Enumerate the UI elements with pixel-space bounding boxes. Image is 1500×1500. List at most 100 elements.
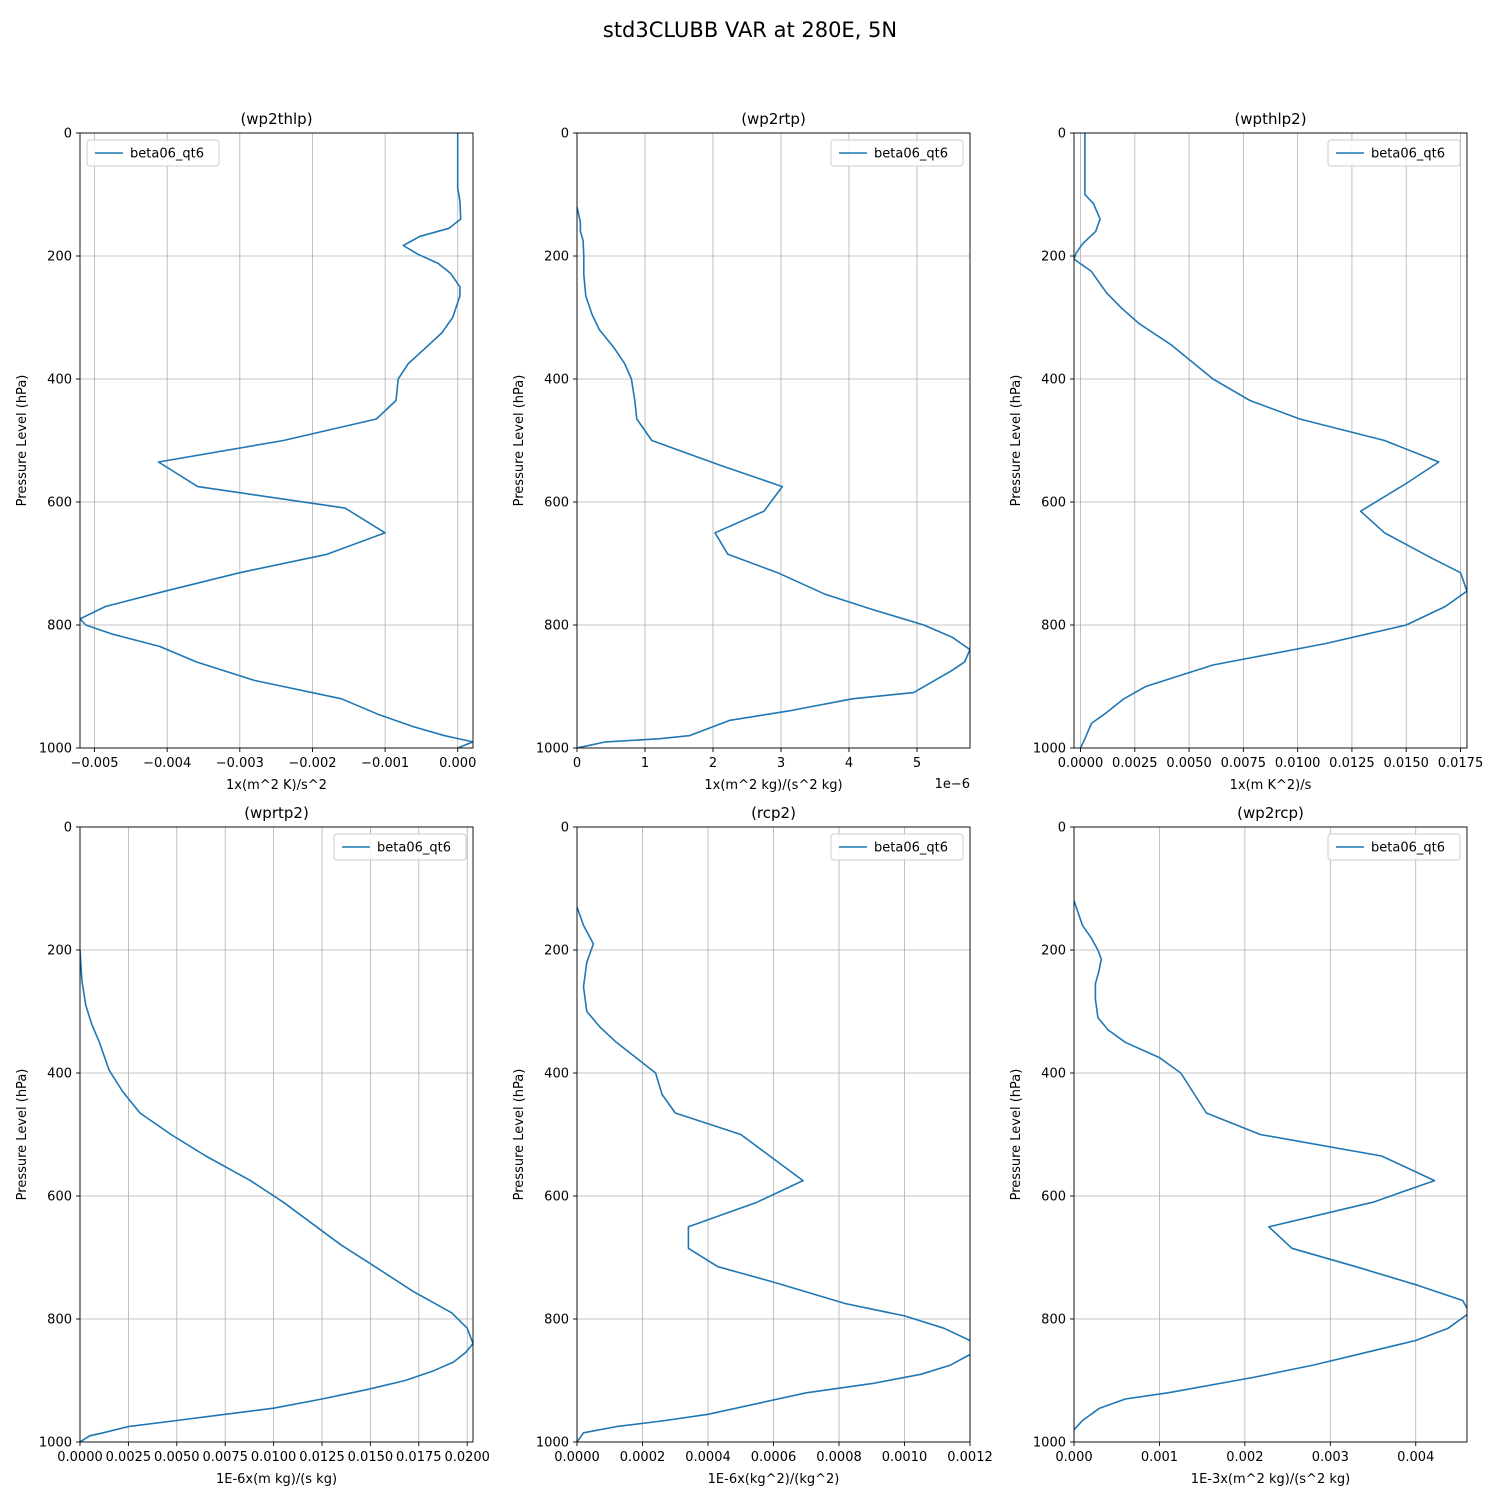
panel-title: (wp2thlp) (240, 110, 312, 128)
x-tick-label: 0.0050 (154, 1450, 200, 1465)
y-tick-label: 1000 (1033, 742, 1066, 757)
x-tick-label: 0.0125 (1329, 756, 1375, 771)
x-tick-label: 0.0125 (299, 1450, 345, 1465)
y-tick-label: 800 (1041, 1313, 1066, 1328)
axes-frame (1073, 826, 1468, 1443)
x-tick-label: 2 (709, 756, 717, 771)
x-tick-label: 0.0100 (251, 1450, 297, 1465)
chart-panel-4: 0.0000 0.0025 0.0050 0.0075 0.0100 0.0125 0.01… (15, 804, 490, 1487)
y-axis-label: Pressure Level (hPa) (1009, 1069, 1024, 1201)
y-tick-label: 1000 (39, 1436, 72, 1451)
x-tick-label: 0.0175 (396, 1450, 442, 1465)
y-axis-label: Pressure Level (hPa) (512, 375, 527, 507)
y-tick-label: 600 (47, 496, 72, 511)
y-tick-label: 800 (544, 1313, 569, 1328)
legend-label: beta06_qt6 (377, 841, 451, 856)
y-tick-label: 600 (47, 1190, 72, 1205)
y-tick-label: 800 (544, 619, 569, 634)
x-tick-label: 0.0000 (57, 1450, 103, 1465)
x-tick-label: 0.000 (439, 756, 476, 771)
x-tick-label: 0.002 (1226, 1450, 1263, 1465)
series-line-beta06_qt6 (80, 949, 473, 1442)
panel-title: (rcp2) (751, 804, 796, 822)
y-tick-label: 200 (544, 250, 569, 265)
chart-panel-2: 0 1 2 3 4 5 0 200 400 600 800 1000 1e−6 (wp2rtp) 1x(m^… (512, 110, 971, 793)
y-tick-label: 200 (47, 250, 72, 265)
x-tick-label: 0.0150 (1383, 756, 1429, 771)
y-axis-label: Pressure Level (hPa) (15, 375, 30, 507)
legend-box (86, 139, 220, 167)
x-tick-label: 0.0075 (202, 1450, 248, 1465)
x-tick-label: 0.0012 (947, 1450, 993, 1465)
legend-label: beta06_qt6 (1371, 841, 1445, 856)
x-tick-label: 0.004 (1397, 1450, 1434, 1465)
x-tick-label: −0.004 (143, 756, 191, 771)
x-axis-label: 1E-6x(m kg)/(s kg) (216, 1472, 337, 1487)
x-tick-label: 0.0008 (816, 1450, 862, 1465)
y-tick-label: 200 (1041, 944, 1066, 959)
x-tick-label: 5 (913, 756, 921, 771)
y-tick-label: 600 (1041, 1190, 1066, 1205)
legend: beta06_qt6 (1327, 833, 1461, 861)
chart-panel-1: −0.005 −0.004 −0.003 −0.002 −0.001 0.000 0 200 4… (15, 110, 476, 793)
x-tick-label: 0.0000 (1058, 756, 1104, 771)
x-tick-label: 0.001 (1141, 1450, 1178, 1465)
y-tick-label: 400 (47, 1067, 72, 1082)
y-axis-label: Pressure Level (hPa) (15, 1069, 30, 1201)
panel-title: (wpthlp2) (1234, 110, 1306, 128)
legend-box (830, 139, 964, 167)
y-tick-label: 1000 (39, 742, 72, 757)
y-tick-label: 1000 (536, 742, 569, 757)
x-tick-label: 0.0010 (882, 1450, 928, 1465)
x-tick-label: 0.0050 (1166, 756, 1212, 771)
legend-box (830, 833, 964, 861)
y-tick-label: 400 (544, 1067, 569, 1082)
axes-frame (576, 132, 971, 749)
y-tick-label: 0 (561, 821, 569, 836)
legend: beta06_qt6 (1327, 139, 1461, 167)
y-tick-label: 800 (47, 619, 72, 634)
y-tick-label: 800 (1041, 619, 1066, 634)
y-tick-label: 200 (1041, 250, 1066, 265)
x-tick-label: −0.002 (288, 756, 336, 771)
x-tick-label: 0.0150 (348, 1450, 394, 1465)
y-tick-label: 600 (1041, 496, 1066, 511)
y-tick-label: 200 (544, 944, 569, 959)
series-line-beta06_qt6 (80, 133, 473, 748)
chart-panel-5: 0.0000 0.0002 0.0004 0.0006 0.0008 0.0010 0.00… (512, 804, 993, 1487)
y-axis-label: Pressure Level (hPa) (512, 1069, 527, 1201)
x-tick-label: 1 (641, 756, 649, 771)
y-tick-label: 400 (1041, 373, 1066, 388)
x-tick-label: −0.003 (216, 756, 264, 771)
y-tick-label: 800 (47, 1313, 72, 1328)
legend-label: beta06_qt6 (1371, 147, 1445, 162)
x-tick-label: 0.0175 (1438, 756, 1484, 771)
legend-box (1327, 833, 1461, 861)
legend-label: beta06_qt6 (130, 147, 204, 162)
y-tick-label: 0 (64, 821, 72, 836)
axes-frame (79, 826, 474, 1443)
x-axis-label: 1E-3x(m^2 kg)/(s^2 kg) (1191, 1472, 1350, 1487)
x-tick-label: 0.000 (1055, 1450, 1092, 1465)
y-tick-label: 400 (544, 373, 569, 388)
legend-label: beta06_qt6 (874, 841, 948, 856)
series-line-beta06_qt6 (577, 906, 970, 1442)
y-tick-label: 0 (1058, 821, 1066, 836)
x-tick-label: 3 (777, 756, 785, 771)
x-tick-label: 0.0025 (1112, 756, 1158, 771)
x-tick-label: −0.001 (361, 756, 409, 771)
panel-title: (wp2rcp) (1237, 804, 1304, 822)
legend: beta06_qt6 (830, 139, 964, 167)
legend: beta06_qt6 (333, 833, 467, 861)
legend: beta06_qt6 (86, 139, 220, 167)
y-tick-label: 0 (561, 127, 569, 142)
series-line-beta06_qt6 (1074, 133, 1467, 748)
x-axis-label: 1x(m^2 kg)/(s^2 kg) (704, 778, 842, 793)
x-tick-label: 0.0004 (685, 1450, 731, 1465)
y-tick-label: 600 (544, 1190, 569, 1205)
legend: beta06_qt6 (830, 833, 964, 861)
x-tick-label: 0.0002 (620, 1450, 666, 1465)
series-line-beta06_qt6 (577, 206, 970, 748)
x-tick-label: 0.0025 (106, 1450, 152, 1465)
